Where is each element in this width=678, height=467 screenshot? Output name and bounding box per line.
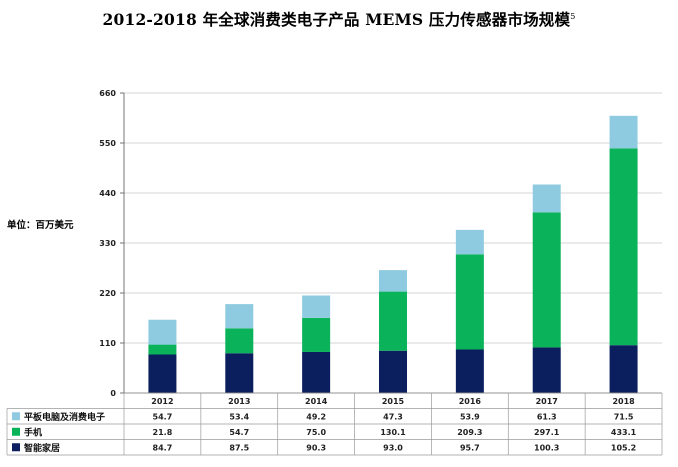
y-tick-label: 0 bbox=[110, 389, 116, 398]
x-category-label: 2018 bbox=[612, 397, 635, 406]
table-cell-value: 93.0 bbox=[383, 443, 403, 452]
chart-title-text: 2012-2018 年全球消费类电子产品 MEMS 压力传感器市场规模 bbox=[102, 10, 571, 29]
legend-label: 平板电脑及消费电子 bbox=[24, 411, 105, 423]
bar-segment bbox=[148, 319, 177, 345]
table-cell-value: 90.3 bbox=[306, 443, 326, 452]
legend-swatch bbox=[12, 412, 20, 421]
bar-segment bbox=[609, 148, 638, 346]
data-table: 2012 2013 2014 2015 2016 2017 2018 平板电脑及消费电子 54.… bbox=[6, 392, 663, 456]
bar-segment bbox=[532, 212, 561, 348]
bar-segment bbox=[225, 353, 254, 393]
bar-segment bbox=[379, 350, 407, 393]
x-category-label: 2015 bbox=[382, 397, 405, 406]
table-cell-value: 100.3 bbox=[534, 443, 559, 452]
table-cell-value: 95.7 bbox=[460, 443, 480, 452]
legend-swatch bbox=[12, 427, 20, 436]
y-tick-label: 660 bbox=[99, 89, 116, 98]
table-cell-value: 47.3 bbox=[383, 412, 403, 421]
table-cell-value: 61.3 bbox=[537, 412, 557, 421]
y-tick-label: 550 bbox=[99, 139, 116, 148]
bar-segment bbox=[148, 354, 177, 393]
legend-label: 智能家居 bbox=[24, 442, 60, 454]
bar-segment bbox=[379, 270, 407, 292]
table-cell-value: 130.1 bbox=[380, 428, 406, 437]
table-cell-value: 53.9 bbox=[460, 412, 480, 421]
table-cell-value: 84.7 bbox=[153, 443, 173, 452]
bar-segment bbox=[532, 184, 561, 213]
table-cell-value: 49.2 bbox=[306, 412, 326, 421]
chart-title: 2012-2018 年全球消费类电子产品 MEMS 压力传感器市场规模5 bbox=[0, 8, 678, 30]
bar-segment bbox=[455, 254, 484, 350]
title-footnote-marker: 5 bbox=[570, 11, 576, 21]
x-category-label: 2012 bbox=[151, 397, 173, 406]
bar-segment bbox=[302, 317, 331, 352]
y-tick-label: 110 bbox=[99, 339, 116, 348]
bar-segment bbox=[532, 347, 561, 393]
table-cell-value: 209.3 bbox=[457, 428, 482, 437]
y-tick-label: 220 bbox=[99, 289, 116, 298]
x-category-label: 2013 bbox=[228, 397, 250, 406]
unit-label: 单位：百万美元 bbox=[7, 220, 74, 231]
bar-segment bbox=[225, 328, 254, 354]
bar-segment bbox=[455, 349, 484, 393]
table-cell-value: 54.7 bbox=[229, 428, 249, 437]
table-cell-value: 87.5 bbox=[229, 443, 249, 452]
bar-segment bbox=[225, 304, 254, 329]
y-tick-label: 330 bbox=[99, 239, 116, 248]
table-cell-value: 75.0 bbox=[306, 428, 326, 437]
legend-label: 手机 bbox=[24, 426, 42, 438]
bar-segment bbox=[379, 291, 407, 351]
y-tick-label: 440 bbox=[99, 189, 116, 198]
bar-segment bbox=[609, 345, 638, 393]
bar-segment bbox=[609, 115, 638, 149]
bars bbox=[148, 115, 638, 393]
table-cell-value: 21.8 bbox=[153, 428, 173, 437]
x-category-label: 2016 bbox=[459, 397, 482, 406]
x-category-label: 2017 bbox=[536, 397, 558, 406]
table-cell-value: 105.2 bbox=[611, 443, 636, 452]
x-category-label: 2014 bbox=[305, 397, 328, 406]
legend-swatch bbox=[12, 443, 20, 452]
bar-segment bbox=[302, 295, 331, 318]
bar-segment bbox=[455, 229, 484, 255]
bar-segment bbox=[302, 351, 331, 393]
table-cell-value: 71.5 bbox=[614, 412, 634, 421]
table-cell-value: 433.1 bbox=[611, 428, 637, 437]
table-cell-value: 54.7 bbox=[153, 412, 173, 421]
table-cell-value: 297.1 bbox=[534, 428, 560, 437]
bar-segment bbox=[148, 344, 177, 355]
table-cell-value: 53.4 bbox=[229, 412, 249, 421]
